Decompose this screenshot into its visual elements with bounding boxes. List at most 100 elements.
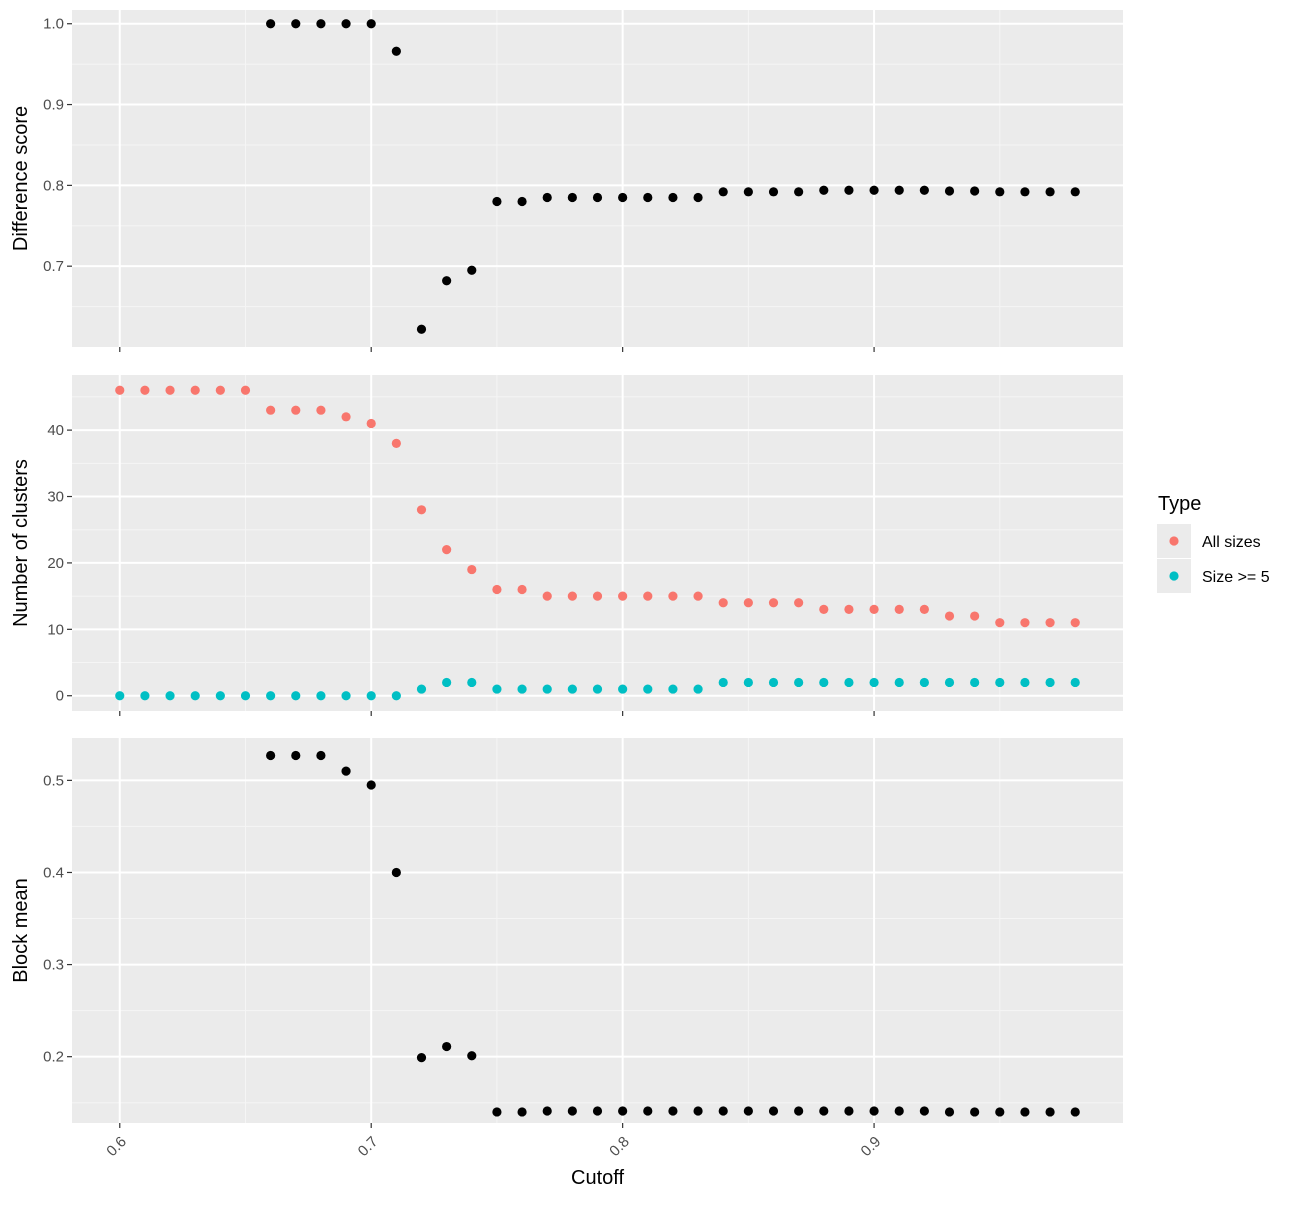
data-point: [693, 1106, 703, 1116]
data-point: [567, 591, 577, 601]
data-point: [919, 185, 929, 195]
data-point: [592, 684, 603, 694]
data-point: [592, 591, 603, 601]
data-point: [341, 19, 351, 29]
data-point: [894, 677, 904, 688]
data-point: [467, 265, 477, 275]
data-point: [819, 185, 829, 195]
data-point: [718, 187, 728, 197]
data-point: [416, 324, 427, 334]
data-point: [492, 684, 502, 694]
y-tick-label: 10: [47, 621, 64, 638]
y-axis-title: Difference score: [10, 106, 32, 251]
data-point: [995, 677, 1005, 688]
data-point: [894, 604, 904, 615]
data-point: [794, 1106, 804, 1116]
y-tick-label: 0.7: [43, 258, 64, 275]
data-point: [517, 1107, 527, 1117]
data-point: [1045, 618, 1055, 628]
data-point: [467, 1051, 477, 1061]
data-point: [567, 1106, 577, 1116]
data-point: [1020, 1107, 1030, 1117]
data-point: [919, 1106, 929, 1116]
data-point: [819, 604, 829, 615]
data-point: [1070, 187, 1080, 197]
data-point: [291, 405, 301, 415]
panel-background: [72, 738, 1123, 1123]
data-point: [894, 1106, 904, 1116]
data-point: [366, 19, 376, 29]
panel-background: [72, 10, 1123, 347]
y-tick-label: 0.5: [43, 772, 64, 789]
data-point: [492, 584, 502, 595]
data-point: [970, 677, 980, 688]
data-point: [542, 684, 552, 694]
data-point: [944, 1107, 955, 1117]
data-point: [768, 677, 779, 688]
data-point: [115, 691, 125, 701]
data-point: [115, 385, 125, 395]
y-tick-label: 20: [47, 555, 64, 572]
data-point: [768, 598, 779, 608]
y-tick-label: 0: [56, 688, 64, 705]
data-point: [693, 591, 703, 601]
data-point: [416, 505, 427, 515]
data-point: [944, 186, 955, 196]
data-point: [442, 276, 452, 286]
data-point: [592, 1106, 603, 1116]
data-point: [542, 591, 552, 601]
y-tick-label: 30: [47, 489, 64, 506]
data-point: [995, 1107, 1005, 1117]
data-point: [467, 677, 477, 688]
data-point: [1020, 618, 1030, 628]
legend-item-label: All sizes: [1202, 534, 1261, 551]
data-point: [819, 1106, 829, 1116]
data-point: [618, 684, 628, 694]
data-point: [341, 766, 351, 776]
data-point: [995, 187, 1005, 197]
data-point: [869, 604, 879, 615]
legend-key-dot: [1169, 536, 1179, 546]
data-point: [618, 591, 628, 601]
data-point: [391, 438, 401, 448]
y-tick-label: 0.4: [43, 864, 64, 881]
x-tick-label: 0.7: [355, 1133, 382, 1160]
data-point: [1045, 677, 1055, 688]
data-point: [844, 1106, 854, 1116]
data-point: [366, 691, 376, 701]
data-point: [643, 684, 653, 694]
y-tick-label: 0.3: [43, 957, 64, 974]
y-tick-label: 0.9: [43, 97, 64, 114]
data-point: [266, 405, 276, 415]
data-point: [869, 1106, 879, 1116]
data-point: [970, 1107, 980, 1117]
data-point: [1070, 618, 1080, 628]
data-point: [492, 196, 502, 207]
data-point: [467, 564, 477, 575]
data-point: [693, 684, 703, 694]
data-point: [794, 677, 804, 688]
data-point: [970, 186, 980, 196]
data-point: [668, 192, 678, 203]
data-point: [743, 187, 753, 197]
data-point: [316, 691, 326, 701]
data-point: [995, 618, 1005, 628]
data-point: [567, 192, 577, 203]
data-point: [592, 192, 603, 203]
data-point: [442, 545, 452, 555]
data-point: [542, 1106, 552, 1116]
legend-key-dot: [1169, 571, 1179, 581]
data-point: [391, 691, 401, 701]
data-point: [492, 1107, 502, 1117]
data-point: [794, 187, 804, 197]
data-point: [316, 405, 326, 415]
data-point: [391, 867, 401, 878]
data-point: [844, 677, 854, 688]
data-point: [643, 591, 653, 601]
data-point: [517, 684, 527, 694]
y-axis-title: Number of clusters: [10, 459, 32, 627]
data-point: [643, 1106, 653, 1116]
data-point: [844, 185, 854, 195]
data-point: [718, 598, 728, 608]
